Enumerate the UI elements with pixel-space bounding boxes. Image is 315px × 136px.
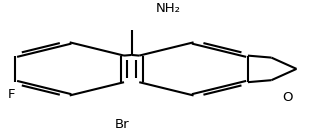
Text: NH₂: NH₂ — [156, 2, 181, 15]
Text: O: O — [283, 91, 293, 104]
Text: F: F — [8, 88, 16, 101]
Text: Br: Br — [115, 118, 130, 131]
